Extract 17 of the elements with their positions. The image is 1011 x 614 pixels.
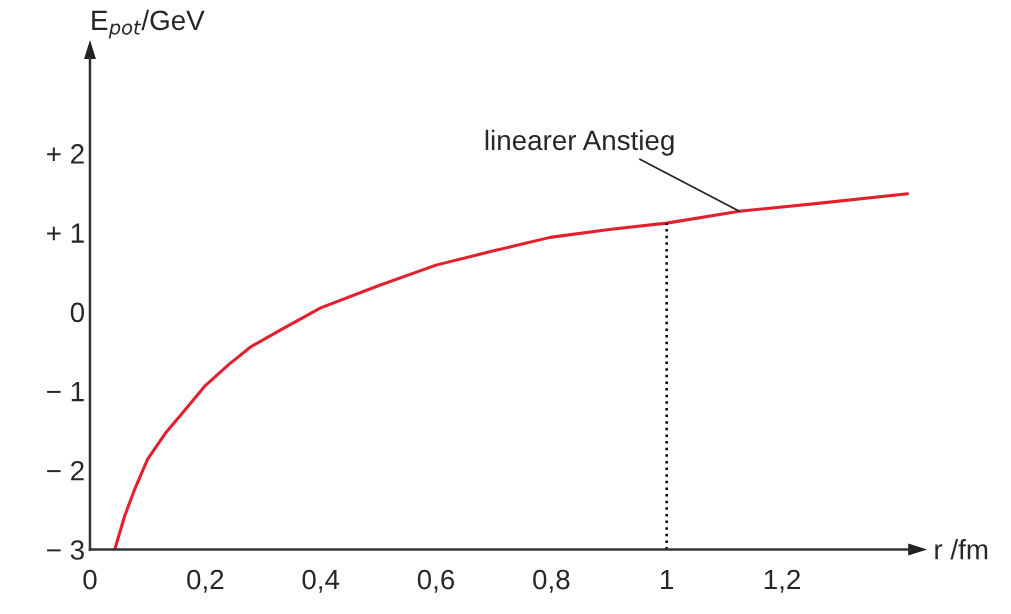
x-tick-label: 0,8 [533,569,570,593]
y-tick-label: − 3 [47,540,84,560]
y-tick-label: + 1 [47,223,84,243]
y-tick-label: + 2 [47,144,84,164]
y-tick-label: − 2 [47,460,84,481]
x-axis-title: r /fm [935,539,988,560]
annotation: linearer Anstieg [485,129,674,156]
y-axis-title: E$_{pot}$/GeV [92,9,205,39]
x-tick-label: 0,2 [187,569,224,593]
x-tick-label: 1 [661,569,674,590]
y-tick-label: 0 [70,302,85,323]
x-tick-label: 0,6 [417,569,455,593]
x-tick-label: 1,2 [764,569,800,593]
line-series [113,192,909,550]
y-tick-label: − 1 [47,382,84,402]
x-tick-label: 0,4 [302,569,340,593]
x-tick-label: 0 [83,569,97,590]
